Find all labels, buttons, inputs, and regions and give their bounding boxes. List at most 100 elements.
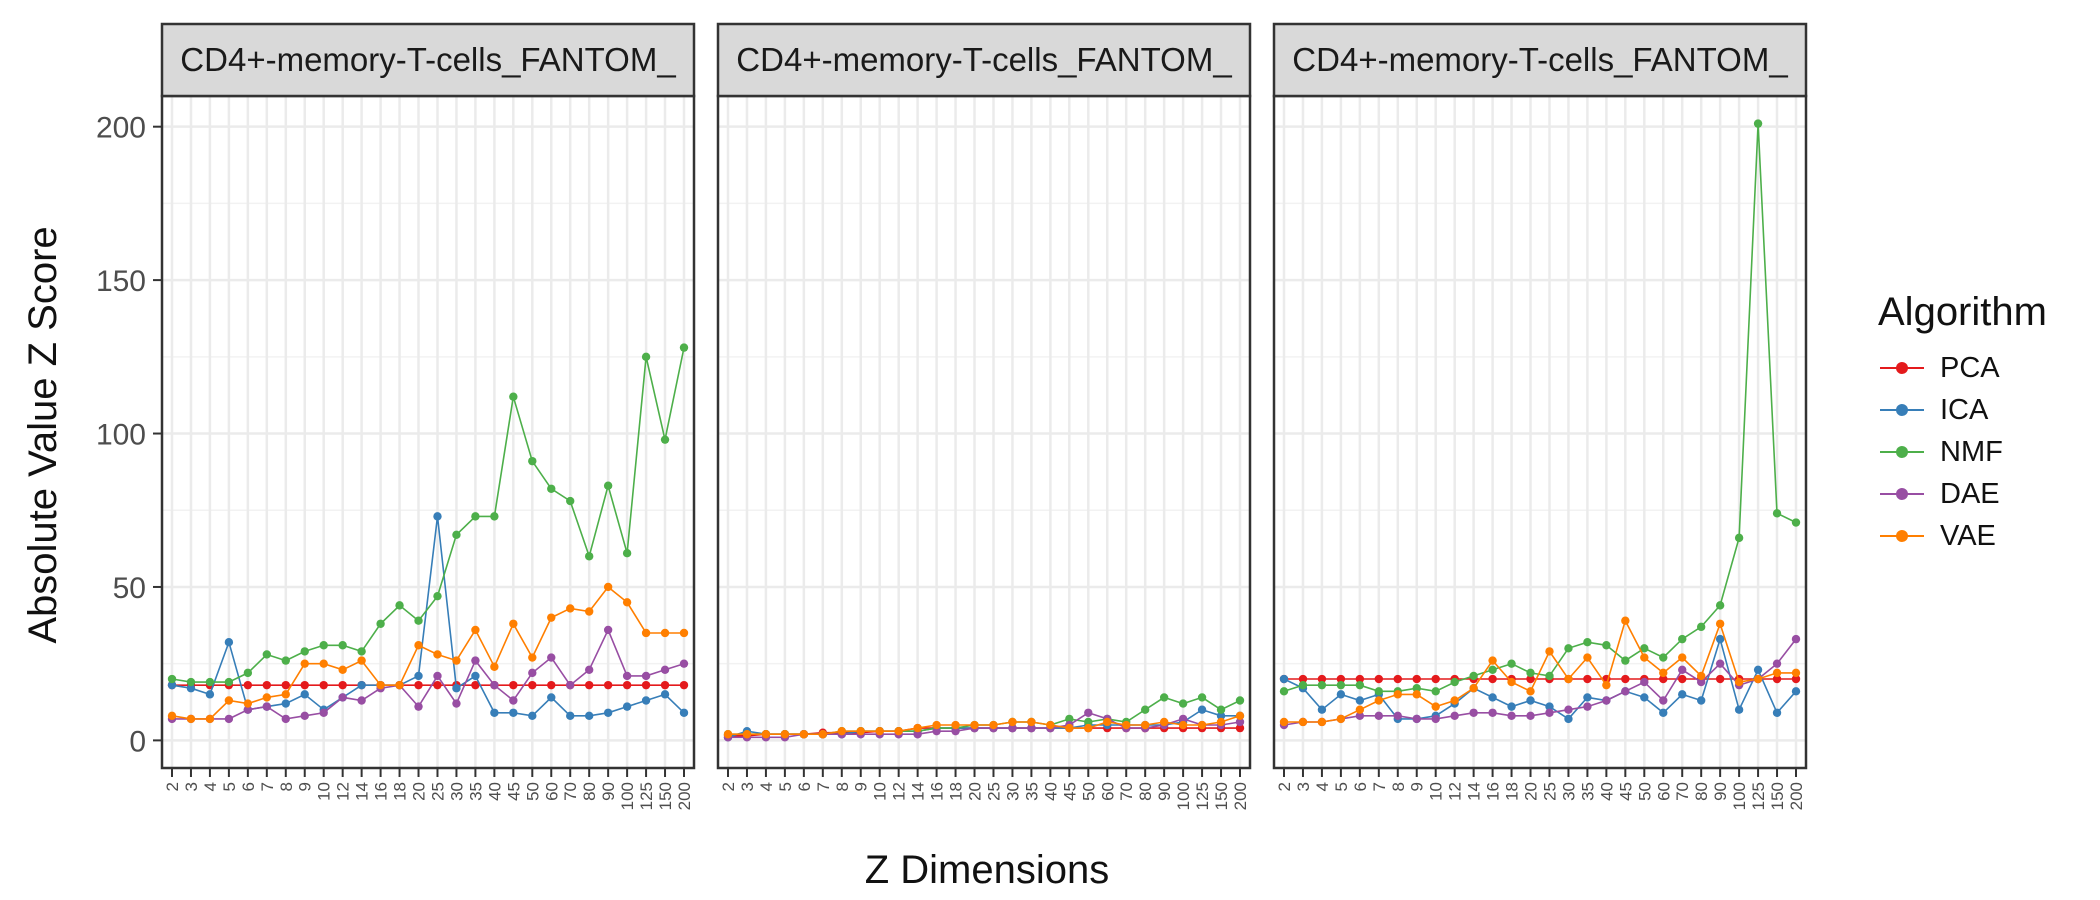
data-point-nmf [376, 619, 385, 628]
data-point-pca [281, 680, 290, 690]
x-tick-label: 80 [580, 782, 599, 801]
x-tick-label: 10 [1427, 782, 1446, 801]
data-point-dae [1450, 711, 1459, 721]
data-point-nmf [1140, 705, 1150, 714]
data-point-vae [1583, 653, 1592, 662]
data-point-nmf [281, 656, 290, 665]
data-point-dae [679, 659, 689, 668]
data-point-ica [1734, 705, 1744, 714]
x-tick-label: 12 [890, 782, 909, 801]
data-point-ica [1678, 690, 1687, 699]
data-point-nmf [1696, 622, 1706, 632]
data-point-nmf [186, 677, 196, 687]
x-tick-label: 5 [776, 782, 795, 791]
data-point-vae [471, 625, 480, 635]
data-point-vae [1488, 656, 1497, 665]
data-point-nmf [1197, 693, 1207, 702]
x-tick-label: 80 [1136, 782, 1155, 801]
data-point-vae [1178, 720, 1188, 730]
legend-label: PCA [1940, 351, 2000, 384]
data-point-nmf [1507, 659, 1516, 668]
data-point-nmf [1772, 509, 1782, 518]
y-tick-label: 100 [96, 419, 146, 452]
x-tick-label: 70 [1673, 782, 1692, 801]
data-point-pca [414, 680, 423, 690]
data-point-nmf [1640, 644, 1649, 653]
data-point-vae [780, 730, 790, 739]
data-point-dae [1526, 711, 1535, 721]
data-point-pca [528, 680, 537, 690]
data-point-pca [243, 680, 253, 690]
y-tick-label: 50 [113, 572, 146, 605]
data-point-vae [818, 730, 828, 739]
x-tick-label: 14 [353, 782, 372, 801]
data-point-nmf [1431, 687, 1440, 696]
x-tick-label: 45 [1616, 782, 1635, 801]
x-tick-label: 35 [1022, 782, 1041, 801]
data-point-nmf [1159, 693, 1169, 702]
data-point-nmf [395, 601, 404, 610]
data-point-pca [338, 680, 347, 690]
data-point-vae [837, 726, 846, 736]
data-point-ica [186, 684, 196, 693]
x-tick-label: 25 [1541, 782, 1560, 801]
x-tick-label: 7 [258, 782, 277, 791]
legend-key-point [1896, 446, 1908, 458]
panel-background [1274, 96, 1806, 768]
data-point-dae [1583, 702, 1592, 711]
data-point-nmf [1545, 671, 1554, 681]
data-point-nmf [1298, 680, 1308, 690]
data-point-ica [1564, 714, 1573, 724]
data-point-nmf [1734, 533, 1744, 543]
data-point-ica [1216, 711, 1226, 721]
x-tick-label: 150 [656, 782, 675, 810]
data-point-vae [1602, 680, 1611, 690]
data-point-vae [723, 730, 733, 739]
data-point-pca [1355, 674, 1365, 684]
series-line-nmf [1283, 123, 1797, 693]
data-point-vae [262, 693, 272, 702]
data-point-vae [641, 628, 651, 638]
facet-strip [716, 22, 1252, 98]
x-tick-label: 10 [315, 782, 334, 801]
data-point-ica [433, 512, 442, 521]
x-tick-label: 5 [220, 782, 239, 791]
legend-key-point [1896, 530, 1908, 542]
data-point-vae [1772, 668, 1782, 678]
x-tick-label: 125 [1749, 782, 1768, 810]
x-tick-label: 2 [163, 782, 182, 791]
data-point-pca [262, 680, 272, 690]
x-tick-label: 60 [542, 782, 561, 801]
x-tick-label: 40 [1597, 782, 1616, 801]
data-point-ica [566, 711, 575, 721]
data-point-vae [1659, 668, 1668, 678]
legend-item-ica: ICA [1878, 389, 2078, 431]
legend: Algorithm PCA ICA NMF DAE VAE [1878, 290, 2078, 557]
data-point-vae [395, 680, 404, 690]
facet-strip-label: CD4+-memory-T-cells_FANTOM_ [1292, 41, 1788, 78]
x-tick-label: 16 [928, 782, 947, 801]
data-point-vae [1715, 619, 1725, 628]
data-point-pca [1772, 674, 1782, 684]
data-point-nmf [1450, 677, 1459, 687]
data-point-dae [1008, 723, 1017, 733]
series-line-dae [172, 627, 685, 720]
data-point-ica [509, 708, 518, 717]
data-point-vae [1046, 720, 1055, 730]
x-tick-label: 2 [1275, 782, 1294, 791]
data-point-vae [875, 726, 884, 736]
x-tick-label: 70 [561, 782, 580, 801]
facet-strip-label: CD4+-memory-T-cells_FANTOM_ [736, 41, 1232, 78]
data-point-dae [641, 671, 651, 681]
legend-item-pca: PCA [1878, 347, 2078, 389]
data-point-vae [742, 730, 752, 739]
data-point-ica [452, 684, 461, 693]
facet-strip [160, 22, 696, 98]
x-tick-label: 20 [410, 782, 429, 801]
data-point-ica [1355, 696, 1365, 705]
data-point-vae [989, 720, 998, 730]
data-point-dae [913, 730, 922, 739]
data-point-pca [1488, 674, 1497, 684]
x-tick-label: 90 [1711, 782, 1730, 801]
data-point-nmf [528, 456, 537, 466]
